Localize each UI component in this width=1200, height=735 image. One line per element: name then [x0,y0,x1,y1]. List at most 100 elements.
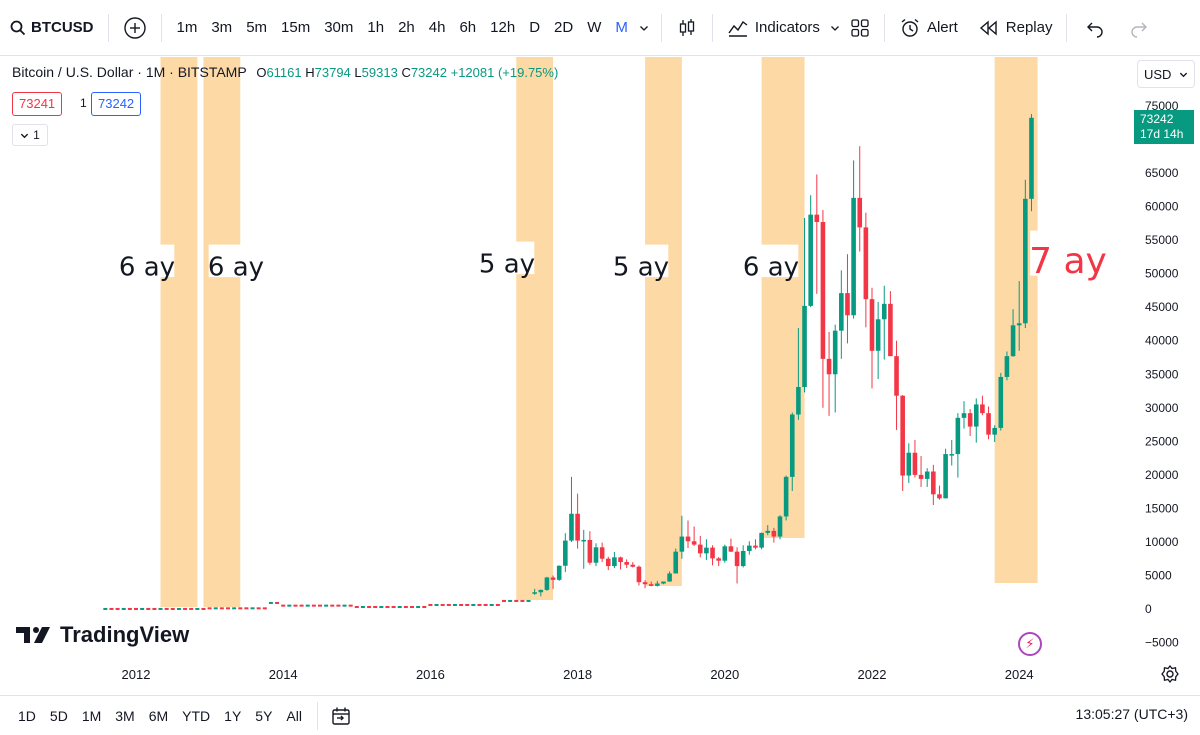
candle[interactable] [814,214,820,223]
candle-early[interactable] [115,607,120,610]
timeframe-1m[interactable]: 1m [176,19,198,36]
candle[interactable] [618,557,623,563]
candle-early[interactable] [281,604,286,607]
range-all[interactable]: All [286,707,302,724]
candle[interactable] [949,454,955,456]
candle[interactable] [1023,198,1028,324]
gear-icon[interactable] [1160,664,1180,684]
range-6m[interactable]: 6M [148,707,169,724]
candle[interactable] [967,413,973,427]
candle[interactable] [636,566,642,583]
candle-early[interactable] [508,599,513,602]
candle-early[interactable] [434,603,439,606]
candle-early[interactable] [109,607,114,610]
candle[interactable] [710,547,715,559]
candle[interactable] [771,530,777,537]
timeframe-2D[interactable]: 2D [554,19,574,36]
candle-early[interactable] [318,604,322,607]
timeframe-1h[interactable]: 1h [367,19,385,36]
candle-early[interactable] [213,607,218,610]
candle-early[interactable] [410,605,414,608]
candle[interactable] [796,387,801,415]
candle-early[interactable] [354,605,359,608]
candle-early[interactable] [452,603,457,606]
candle-early[interactable] [477,603,482,606]
candle[interactable] [894,356,899,396]
symbol-search[interactable]: BTCUSD [0,11,100,45]
candle-early[interactable] [201,607,206,610]
candle-early[interactable] [262,607,267,610]
candle[interactable] [599,547,605,559]
candle-early[interactable] [342,604,347,607]
candle[interactable] [575,513,580,541]
range-1m[interactable]: 1M [81,707,102,724]
candle-early[interactable] [385,605,390,608]
candle-early[interactable] [360,605,365,608]
candle-early[interactable] [103,607,108,610]
timeframe-D[interactable]: D [529,19,541,36]
highlight-band[interactable] [645,57,682,586]
candle[interactable] [839,293,844,331]
candle-early[interactable] [152,607,157,610]
candle[interactable] [587,539,593,563]
candle-early[interactable] [250,607,255,610]
candle[interactable] [544,577,550,590]
legend-title[interactable]: Bitcoin / U.S. Dollar · 1M · BITSTAMP [12,64,247,80]
timeframe-M[interactable]: M [615,19,628,36]
candle[interactable] [728,546,734,552]
candle-early[interactable] [379,605,384,608]
candle-early[interactable] [422,605,427,608]
candle[interactable] [581,539,587,542]
timeframe-12h[interactable]: 12h [490,19,516,36]
candle[interactable] [691,541,697,545]
candle-early[interactable] [526,599,531,602]
candle[interactable] [820,222,826,359]
replay-button[interactable]: Replay [972,11,1059,45]
candle[interactable] [931,471,936,495]
candle[interactable] [648,584,654,586]
layout-button[interactable] [844,11,876,45]
candle-early[interactable] [489,603,494,606]
candle[interactable] [1016,323,1022,326]
candle-early[interactable] [495,603,500,606]
candle[interactable] [716,558,721,561]
indicators-button[interactable]: Indicators [721,11,826,45]
annotation-label[interactable]: 5 ay [479,249,535,279]
candle-early[interactable] [367,605,372,608]
candle-early[interactable] [207,607,212,610]
indicators-dropdown[interactable] [826,11,844,45]
candle[interactable] [973,404,979,427]
chart-type-button[interactable] [670,11,704,45]
candle[interactable] [808,214,813,306]
candle[interactable] [605,558,611,567]
candle[interactable] [912,452,918,475]
candle-early[interactable] [256,607,261,610]
candle[interactable] [1029,117,1034,199]
candle[interactable] [612,557,617,567]
candle-early[interactable] [268,601,273,604]
buy-price-box[interactable]: 73242 [91,92,142,116]
candle[interactable] [624,562,629,565]
candle-early[interactable] [373,605,378,608]
candle-early[interactable] [219,607,224,610]
annotation-label[interactable]: 7 ay [1029,241,1107,282]
candle-early[interactable] [275,601,280,604]
candle-early[interactable] [287,604,292,607]
highlight-band[interactable] [203,57,241,607]
candle[interactable] [955,417,961,455]
candle-early[interactable] [164,607,169,610]
candle[interactable] [832,330,838,375]
candle[interactable] [875,319,881,351]
candle-early[interactable] [189,607,194,610]
candle[interactable] [593,547,599,563]
candle[interactable] [630,564,636,567]
candle[interactable] [765,530,771,533]
candle-early[interactable] [146,607,151,610]
candle-early[interactable] [305,604,310,607]
candle-early[interactable] [483,603,488,606]
candle[interactable] [961,413,967,418]
candle[interactable] [937,494,942,499]
tradingview-logo[interactable]: TradingView [16,622,189,648]
redo-button[interactable] [1123,11,1155,45]
candle-early[interactable] [336,604,341,607]
